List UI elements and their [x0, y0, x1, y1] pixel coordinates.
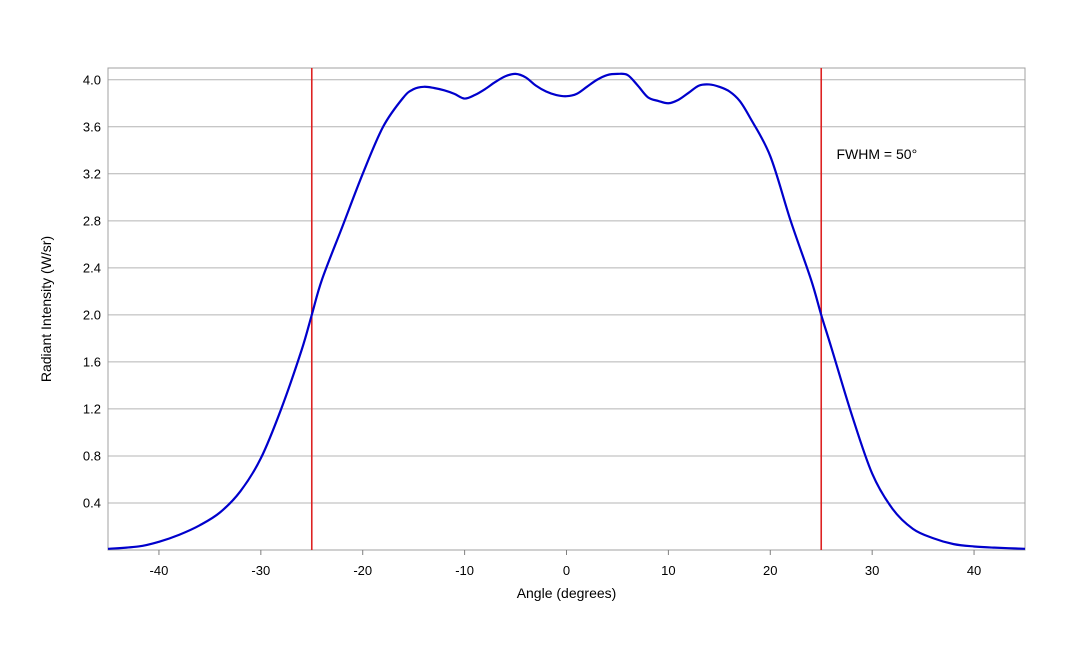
y-tick-label: 4.0 [83, 72, 101, 87]
x-axis-label: Angle (degrees) [517, 585, 617, 601]
x-tick-label: 10 [661, 563, 675, 578]
fwhm-lines [310, 68, 823, 550]
y-tick-label: 3.2 [83, 166, 101, 181]
x-tick-label: 40 [967, 563, 981, 578]
x-tick-label: -40 [150, 563, 169, 578]
x-tick-label: -30 [251, 563, 270, 578]
plot-frame [107, 67, 1026, 551]
y-tick-label: 2.0 [83, 307, 101, 322]
y-tick-label: 2.8 [83, 213, 101, 228]
y-tick-label: 1.6 [83, 354, 101, 369]
x-tick-label: 20 [763, 563, 777, 578]
fwhm-annotation: FWHM = 50° [837, 146, 918, 162]
x-tick-label: 0 [563, 563, 570, 578]
y-axis-ticks: 0.4 0.8 1.2 1.6 2.0 2.4 2.8 3.2 3.6 4.0 [83, 72, 101, 510]
y-tick-label: 3.6 [83, 119, 101, 134]
series-line [107, 72, 1026, 550]
x-axis-ticks: -40 -30 -20 -10 0 10 20 30 40 [150, 550, 981, 578]
y-tick-label: 0.4 [83, 495, 101, 510]
y-tick-label: 1.2 [83, 401, 101, 416]
y-tick-label: 2.4 [83, 260, 101, 275]
x-tick-label: -20 [353, 563, 372, 578]
x-tick-label: 30 [865, 563, 879, 578]
y-axis-label: Radiant Intensity (W/sr) [38, 236, 54, 382]
x-tick-label: -10 [455, 563, 474, 578]
gridlines [108, 79, 1025, 504]
y-tick-label: 0.8 [83, 448, 101, 463]
